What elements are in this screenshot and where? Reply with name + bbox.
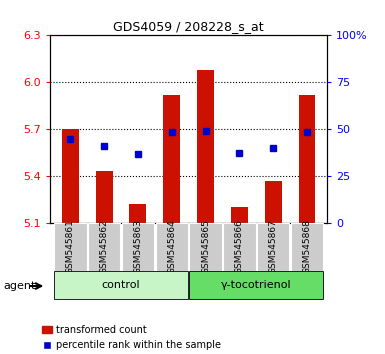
Text: control: control <box>102 280 141 290</box>
FancyBboxPatch shape <box>122 223 154 271</box>
Text: GSM545861: GSM545861 <box>66 219 75 274</box>
Title: GDS4059 / 208228_s_at: GDS4059 / 208228_s_at <box>113 20 264 33</box>
FancyBboxPatch shape <box>54 223 87 271</box>
Bar <box>62 129 79 223</box>
Text: GSM545862: GSM545862 <box>100 219 109 274</box>
Bar <box>163 95 180 223</box>
Bar <box>96 171 112 223</box>
FancyBboxPatch shape <box>291 223 323 271</box>
FancyBboxPatch shape <box>88 223 121 271</box>
Bar <box>129 204 146 223</box>
Bar <box>197 70 214 223</box>
Bar <box>265 181 281 223</box>
FancyBboxPatch shape <box>189 271 323 299</box>
Text: GSM545865: GSM545865 <box>201 219 210 274</box>
Text: GSM545868: GSM545868 <box>303 219 311 274</box>
Text: GSM545863: GSM545863 <box>134 219 142 274</box>
FancyBboxPatch shape <box>189 223 222 271</box>
FancyBboxPatch shape <box>156 223 188 271</box>
Text: γ-tocotrienol: γ-tocotrienol <box>221 280 291 290</box>
FancyBboxPatch shape <box>223 223 256 271</box>
Legend: transformed count, percentile rank within the sample: transformed count, percentile rank withi… <box>38 321 225 354</box>
FancyBboxPatch shape <box>54 271 188 299</box>
Bar <box>298 95 315 223</box>
Bar <box>231 207 248 223</box>
Text: GSM545866: GSM545866 <box>235 219 244 274</box>
Text: GSM545867: GSM545867 <box>269 219 278 274</box>
FancyBboxPatch shape <box>257 223 290 271</box>
Text: GSM545864: GSM545864 <box>167 219 176 274</box>
Text: agent: agent <box>4 281 36 291</box>
